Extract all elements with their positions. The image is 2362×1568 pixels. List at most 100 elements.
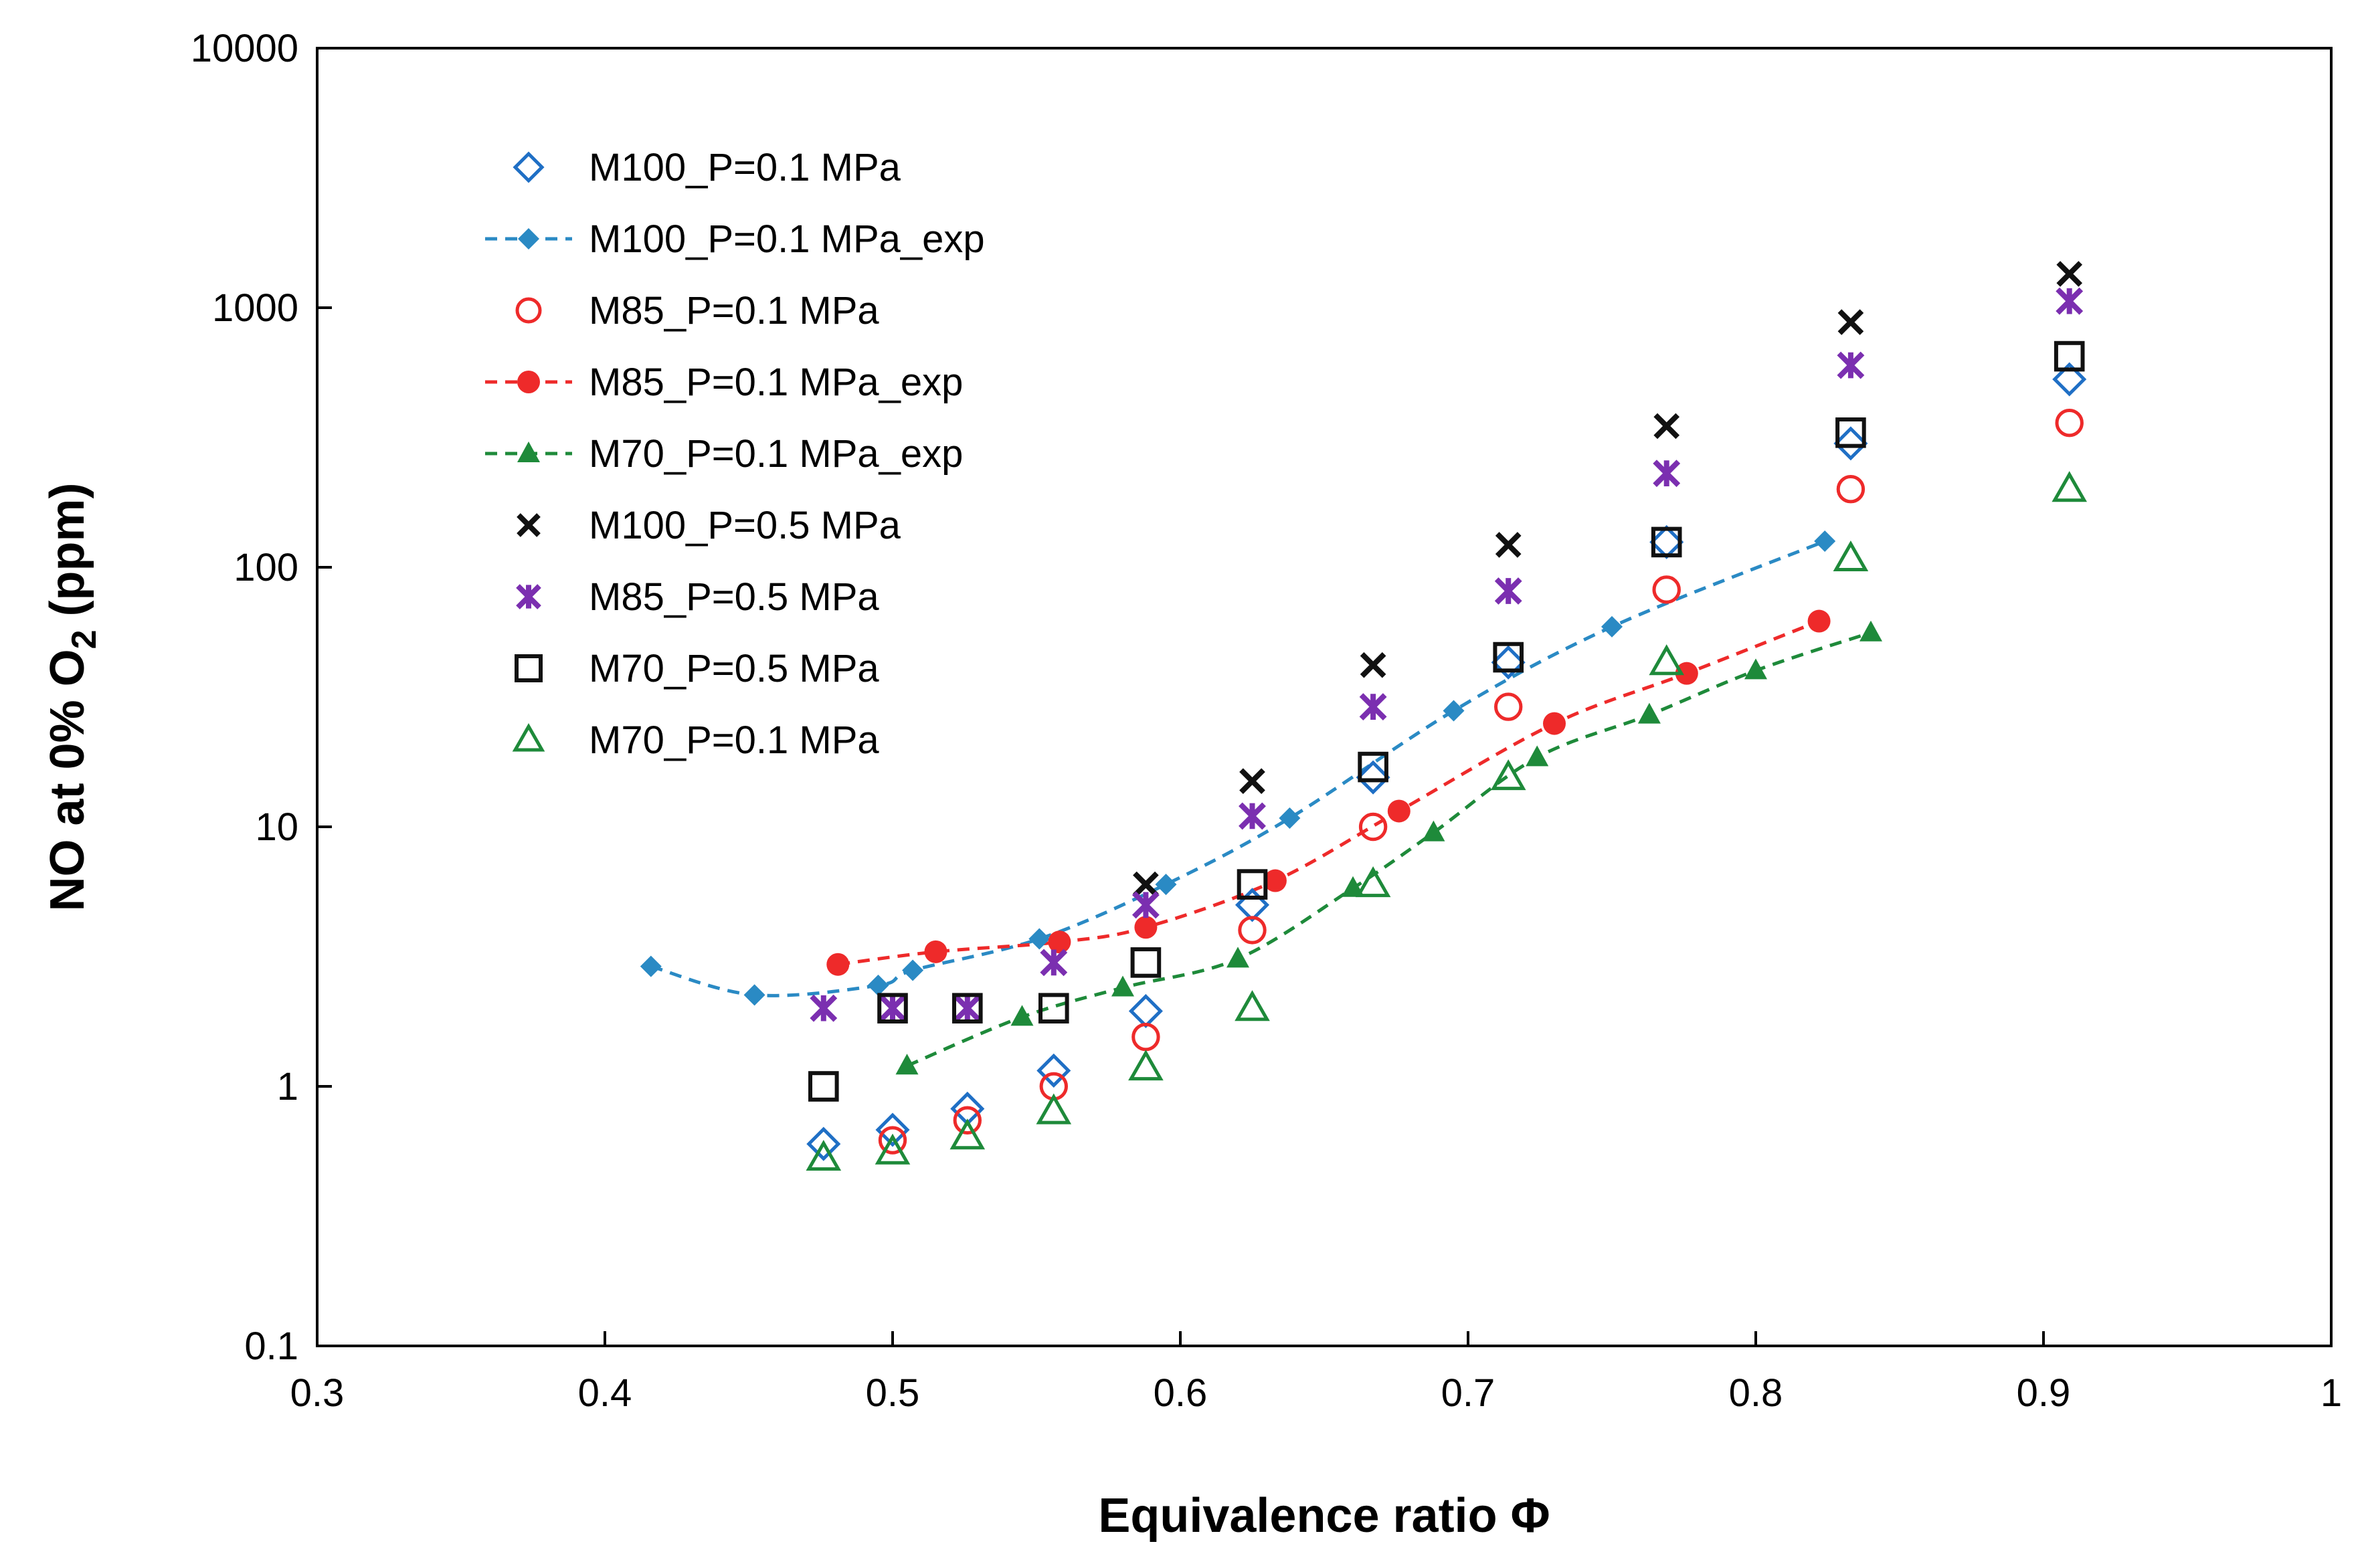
legend-item: M85_P=0.5 MPa <box>516 575 879 619</box>
data-point <box>1837 309 1864 335</box>
legend-label: M70_P=0.1 MPa <box>589 718 879 762</box>
data-points <box>640 261 2088 1171</box>
legend-marker <box>513 151 545 183</box>
legend-marker <box>517 442 540 462</box>
data-point <box>1227 947 1249 968</box>
data-point <box>953 1106 982 1135</box>
legend-label: M85_P=0.5 MPa <box>589 575 879 619</box>
y-tick-label: 100 <box>234 546 298 589</box>
data-point <box>1263 869 1287 892</box>
data-point <box>1155 874 1177 896</box>
legend-marker <box>512 722 545 752</box>
legend: M100_P=0.1 MPa M100_P=0.1 MPa_exp M85_P=0.… <box>485 146 985 762</box>
legend-label: M100_P=0.5 MPa <box>589 504 901 547</box>
data-point <box>1543 712 1566 735</box>
data-point <box>1131 1022 1160 1052</box>
data-point <box>1237 869 1268 900</box>
data-point <box>1358 751 1388 783</box>
data-point <box>924 940 947 963</box>
data-point <box>1131 891 1160 919</box>
data-point <box>2052 362 2087 397</box>
data-point <box>2056 287 2084 315</box>
data-point <box>1833 540 1869 572</box>
legend-item: M85_P=0.1 MPa_exp <box>485 361 963 404</box>
legend-item: M70_P=0.5 MPa <box>515 647 879 690</box>
data-point <box>743 984 765 1006</box>
data-point <box>875 1112 910 1147</box>
y-tick-label: 0.1 <box>244 1325 298 1368</box>
legend-item: M100_P=0.5 MPa <box>517 504 901 547</box>
y-axis: 0.1 1 10 100 1000 10000 <box>191 27 332 1368</box>
x-tick-label: 1 <box>2321 1371 2342 1415</box>
data-point <box>1494 692 1523 721</box>
data-point <box>1010 1005 1034 1026</box>
y-tick-label: 10000 <box>191 27 298 70</box>
legend-label: M100_P=0.1 MPa_exp <box>589 217 985 261</box>
legend-marker <box>518 228 539 250</box>
data-point <box>1036 1053 1071 1088</box>
data-point <box>879 994 907 1022</box>
series-line <box>906 631 1872 1068</box>
plot-area <box>316 47 2333 1347</box>
legend-label: M100_P=0.1 MPa <box>589 146 901 189</box>
data-point <box>1675 662 1698 685</box>
data-point <box>1526 745 1549 767</box>
data-point <box>1637 702 1661 724</box>
data-point <box>810 994 838 1022</box>
data-point <box>875 1133 911 1165</box>
legend-marker <box>517 513 541 537</box>
trend-lines <box>650 539 1872 1068</box>
x-tick-label: 0.6 <box>1154 1371 1208 1415</box>
data-point <box>902 959 924 981</box>
y-tick-label: 1000 <box>212 286 298 330</box>
data-point <box>1356 760 1390 795</box>
x-tick-label: 0.8 <box>1729 1371 1783 1415</box>
legend-item: M85_P=0.1 MPa <box>515 289 879 332</box>
data-point <box>1040 949 1068 977</box>
data-point <box>1493 642 1524 673</box>
data-point <box>1649 644 1685 676</box>
data-point <box>1133 871 1159 898</box>
data-point <box>1837 351 1865 379</box>
legend-label: M70_P=0.1 MPa_exp <box>589 432 963 476</box>
data-point <box>1422 820 1445 842</box>
data-point <box>1491 645 1526 680</box>
data-point <box>1601 615 1623 638</box>
x-axis: 0.3 0.4 0.5 0.6 0.7 0.8 0.9 1 <box>290 1331 2342 1415</box>
data-point <box>1387 799 1411 823</box>
data-point <box>1358 812 1388 842</box>
data-point <box>1744 658 1767 680</box>
data-point <box>953 994 982 1022</box>
data-point <box>1235 888 1270 922</box>
data-point <box>1279 807 1301 829</box>
data-point <box>806 1126 841 1161</box>
x-tick-label: 0.5 <box>866 1371 920 1415</box>
data-point <box>1652 575 1681 604</box>
data-point <box>1235 990 1270 1021</box>
data-point <box>1038 993 1069 1024</box>
y-tick-label: 1 <box>277 1065 298 1108</box>
data-point <box>2056 261 2083 287</box>
x-axis-title: Equivalence ratio Φ <box>1098 1489 1550 1543</box>
data-point <box>2052 471 2088 502</box>
x-tick-label: 0.9 <box>2017 1371 2071 1415</box>
data-point <box>1494 577 1522 605</box>
data-point <box>1359 693 1387 721</box>
data-point <box>1835 417 1866 448</box>
data-point <box>877 993 908 1024</box>
legend-label: M85_P=0.1 MPa <box>589 289 879 332</box>
data-point <box>1128 1050 1164 1081</box>
data-point <box>2054 340 2085 372</box>
data-point <box>1355 866 1391 898</box>
data-point <box>808 1071 839 1102</box>
legend-marker <box>516 584 541 609</box>
y-tick-label: 10 <box>255 805 298 849</box>
legend-item: M100_P=0.1 MPa <box>513 146 901 189</box>
data-point <box>878 1126 907 1155</box>
data-point <box>1490 759 1526 791</box>
data-point <box>1028 928 1051 950</box>
legend-marker <box>515 297 542 324</box>
data-point <box>1814 530 1836 553</box>
data-point <box>1239 768 1265 795</box>
